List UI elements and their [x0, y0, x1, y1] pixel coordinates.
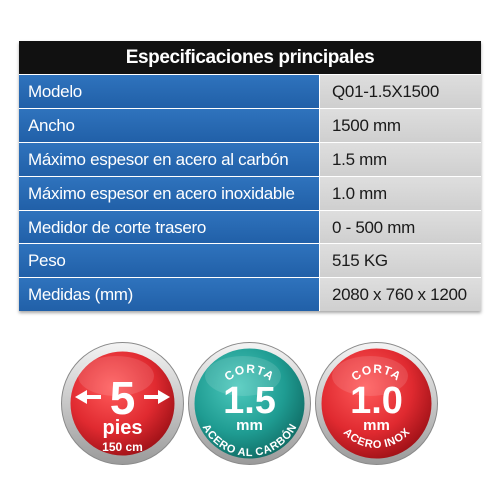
arrow-left-icon-shaft [87, 395, 101, 399]
svg-text:CORTA: CORTA [349, 362, 404, 384]
badge-sub: 150 cm [102, 440, 143, 454]
row-label: Medidor de corte trasero [19, 210, 319, 244]
badge-number: 1.5 [223, 380, 276, 422]
row-label: Peso [19, 244, 319, 278]
arrow-left-icon [75, 390, 87, 404]
table-row: Máximo espesor en acero al carbón 1.5 mm [19, 141, 481, 176]
row-label: Ancho [19, 108, 319, 142]
table-row: Ancho 1500 mm [19, 107, 481, 142]
table-row: Medidas (mm) 2080 x 760 x 1200 [19, 277, 481, 312]
row-value: Q01-1.5X1500 [319, 75, 481, 108]
row-label: Medidas (mm) [19, 278, 319, 312]
carbon-steel-badge: CORTA 1.5 mm ACERO AL CARBÓN [187, 341, 312, 466]
arrow-right-icon-shaft [144, 395, 158, 399]
stainless-steel-badge-graphic: CORTA 1.0 mm ACERO INOX [315, 342, 438, 465]
table-row: Medidor de corte trasero 0 - 500 mm [19, 209, 481, 244]
table-title: Especificaciones principales [19, 41, 481, 74]
carbon-steel-badge-graphic: CORTA 1.5 mm ACERO AL CARBÓN [188, 342, 311, 465]
table-row: Modelo Q01-1.5X1500 [19, 74, 481, 108]
row-label: Modelo [19, 75, 319, 108]
row-value: 1500 mm [319, 108, 481, 142]
width-badge-graphic: 5 pies 150 cm [61, 342, 184, 465]
table-row: Peso 515 KG [19, 243, 481, 278]
badge-unit: mm [363, 417, 390, 434]
row-value: 2080 x 760 x 1200 [319, 278, 481, 312]
badge-unit: pies [102, 417, 142, 439]
row-label: Máximo espesor en acero al carbón [19, 142, 319, 176]
table-row: Máximo espesor en acero inoxidable 1.0 m… [19, 175, 481, 210]
width-badge: 5 pies 150 cm [60, 341, 185, 466]
badge-top-text: CORTA [349, 362, 403, 384]
stainless-steel-badge: CORTA 1.0 mm ACERO INOX [314, 341, 439, 466]
row-value: 0 - 500 mm [319, 210, 481, 244]
badge-unit: mm [236, 417, 263, 434]
badge-number: 1.0 [350, 380, 403, 422]
arrow-right-icon [158, 390, 170, 404]
svg-text:CORTA: CORTA [222, 362, 277, 384]
row-value: 515 KG [319, 244, 481, 278]
row-value: 1.0 mm [319, 176, 481, 210]
specifications-table: Especificaciones principales Modelo Q01-… [19, 41, 481, 312]
badge-number: 5 [110, 372, 136, 424]
row-label: Máximo espesor en acero inoxidable [19, 176, 319, 210]
row-value: 1.5 mm [319, 142, 481, 176]
badge-top-text: CORTA [222, 362, 276, 384]
